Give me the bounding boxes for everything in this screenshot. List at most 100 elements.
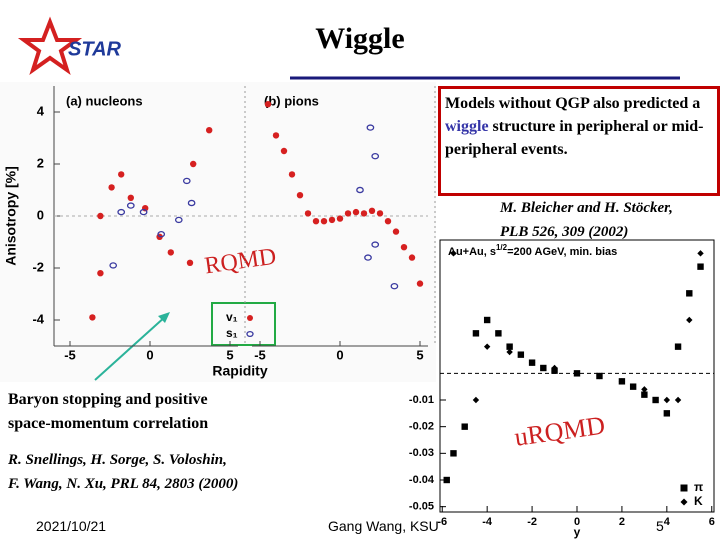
y-tick-label: -0.03 xyxy=(409,447,434,459)
footer-page: 5 xyxy=(656,518,664,534)
point xyxy=(174,216,183,224)
x-tick-label: -2 xyxy=(527,516,537,528)
y-tick-label: -0.02 xyxy=(409,421,434,433)
point xyxy=(573,370,581,377)
point xyxy=(366,124,375,131)
legend-label: v₁ xyxy=(226,310,238,324)
point xyxy=(356,186,364,194)
point xyxy=(376,210,384,217)
point xyxy=(97,270,104,277)
point xyxy=(264,101,272,108)
highlight-box xyxy=(211,302,276,346)
plot-title: Au+Au, s1/2=200 AGeV, min. bias xyxy=(448,243,617,258)
point xyxy=(697,263,704,270)
point xyxy=(686,290,693,297)
point xyxy=(641,391,648,398)
reference-line: PLB 526, 309 (2002) xyxy=(500,224,629,240)
y-tick-label: -0.05 xyxy=(409,501,434,513)
arrow-head xyxy=(158,312,170,323)
x-axis-label: Rapidity xyxy=(212,363,267,379)
point xyxy=(663,396,671,404)
point xyxy=(450,250,457,257)
point xyxy=(186,259,194,266)
x-tick-label: 0 xyxy=(336,347,343,362)
point xyxy=(618,378,626,385)
point xyxy=(392,228,400,235)
point xyxy=(272,132,280,139)
x-tick-label: -4 xyxy=(482,516,493,528)
y-tick-label: 0 xyxy=(37,207,44,222)
arrow xyxy=(94,315,167,381)
point xyxy=(344,210,352,217)
point xyxy=(320,218,328,225)
figure-background xyxy=(0,82,436,382)
point xyxy=(652,396,659,404)
point xyxy=(450,450,457,457)
point xyxy=(674,343,682,350)
point xyxy=(187,199,196,207)
point xyxy=(89,314,96,321)
point xyxy=(109,262,118,269)
point xyxy=(336,215,344,222)
callout: Models without QGP also predicted a wigg… xyxy=(438,86,720,196)
point xyxy=(517,351,525,358)
point xyxy=(472,330,480,337)
point xyxy=(206,127,213,134)
point xyxy=(117,208,126,216)
x-tick-label: -6 xyxy=(437,516,447,528)
x-tick-label: -5 xyxy=(254,347,266,362)
slide-title: Wiggle xyxy=(315,22,405,55)
reference-line: F. Wang, N. Xu, PRL 84, 2803 (2000) xyxy=(8,476,239,492)
point xyxy=(472,396,480,404)
point xyxy=(390,282,399,290)
point xyxy=(663,410,671,417)
point xyxy=(126,202,135,209)
y-tick-label: -4 xyxy=(32,311,44,326)
x-tick-label: 5 xyxy=(226,347,233,362)
footer-author: Gang Wang, KSU xyxy=(328,518,439,534)
y-tick-label: -0.01 xyxy=(409,394,434,406)
callout-highlight: wiggle xyxy=(445,118,489,135)
point xyxy=(506,348,513,356)
x-axis-label: y xyxy=(574,525,581,539)
x-tick-label: 0 xyxy=(574,516,580,528)
point xyxy=(352,208,360,216)
point xyxy=(680,484,688,492)
y-tick-label: 4 xyxy=(37,103,45,118)
x-tick-label: 0 xyxy=(146,347,153,362)
callout-text: Models without QGP also predicted a xyxy=(445,95,701,112)
point xyxy=(540,364,547,372)
note-line: Baryon stopping and positive xyxy=(8,391,208,408)
x-tick-label: 4 xyxy=(664,516,671,528)
reference: M. Bleicher and H. Stöcker, PLB 526, 309 … xyxy=(500,196,673,244)
point xyxy=(371,152,380,160)
point xyxy=(296,192,304,199)
point xyxy=(328,216,336,224)
point xyxy=(461,423,468,430)
point xyxy=(416,280,424,287)
point xyxy=(408,254,416,261)
point xyxy=(97,212,104,220)
point xyxy=(596,372,603,380)
y-tick-label: 2 xyxy=(37,155,44,170)
point xyxy=(157,230,166,238)
note: Baryon stopping and positive space-moment… xyxy=(8,388,208,436)
footer-date: 2021/10/21 xyxy=(36,518,107,534)
point xyxy=(483,343,491,350)
point xyxy=(551,364,558,372)
point xyxy=(360,210,368,217)
y-axis-label: Anisotropy [%] xyxy=(3,166,19,266)
point xyxy=(312,218,320,225)
plot-title-part: =200 AGeV, min. bias xyxy=(507,246,617,258)
point xyxy=(304,210,312,217)
point xyxy=(697,250,704,257)
logo-star xyxy=(17,16,83,76)
figure-background xyxy=(436,238,718,516)
point xyxy=(400,244,408,251)
point xyxy=(674,396,682,404)
y-tick-label: -0.04 xyxy=(409,474,435,486)
point xyxy=(495,330,502,337)
point xyxy=(246,330,254,338)
